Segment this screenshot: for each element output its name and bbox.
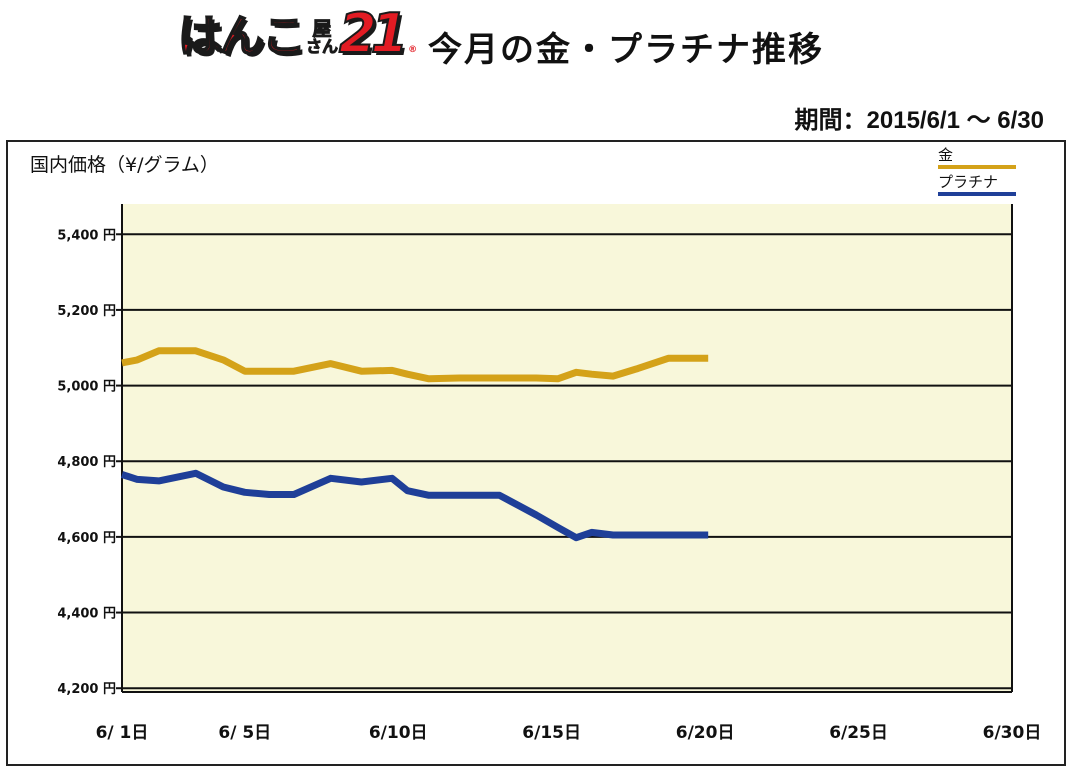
- hanko-ya-san-21-logo: はんこ 屋 さん 21 ®: [177, 2, 418, 65]
- page-title: 今月の金・プラチナ推移: [428, 30, 824, 70]
- chart-legend: 金 プラチナ: [938, 146, 1018, 200]
- legend-label-platinum: プラチナ: [938, 173, 999, 191]
- x-tick-label: 6/ 1日: [96, 723, 149, 743]
- y-tick-label: 5,000 円: [57, 380, 116, 395]
- x-tick-label: 6/30日: [983, 723, 1042, 743]
- logo-kana: はんこ: [177, 10, 307, 62]
- logo-ya-san: 屋 さん: [305, 17, 339, 56]
- logo-san: さん: [305, 36, 339, 56]
- y-tick-label: 4,600 円: [57, 531, 116, 546]
- series-lines: [120, 347, 709, 542]
- gold-price-line: [121, 347, 709, 383]
- x-tick-labels: 6/ 1日 6/ 5日 6/10日 6/15日 6/20日 6/25日 6/30日: [96, 723, 1042, 743]
- period-label: 期間：2015/6/1 〜 6/30: [794, 107, 1044, 134]
- registered-mark: ®: [408, 44, 418, 55]
- chart-frame: [6, 140, 1066, 766]
- legend-label-gold: 金: [938, 146, 954, 164]
- y-tick-labels: 4,200 円 4,400 円 4,600 円 4,800 円 5,000 円 5,200…: [57, 228, 116, 697]
- logo-number: 21: [338, 2, 409, 65]
- legend-swatch-platinum: [938, 192, 1016, 196]
- x-tick-label: 6/ 5日: [218, 723, 271, 743]
- plot-area: [122, 204, 1012, 692]
- y-tick-label: 4,200 円: [57, 682, 116, 697]
- x-tick-label: 6/15日: [522, 723, 581, 743]
- y-axis-label: 国内価格（¥/グラム）: [30, 154, 219, 176]
- grid-lines: [116, 204, 1013, 693]
- x-tick-label: 6/20日: [676, 723, 735, 743]
- y-tick-label: 4,400 円: [57, 607, 116, 622]
- x-tick-label: 6/25日: [829, 723, 888, 743]
- y-tick-label: 5,400 円: [57, 228, 116, 243]
- x-tick-label: 6/10日: [369, 723, 428, 743]
- platinum-price-line: [120, 469, 709, 542]
- y-tick-label: 5,200 円: [57, 304, 116, 319]
- legend-swatch-gold: [938, 165, 1016, 169]
- logo-ya: 屋: [312, 17, 332, 40]
- y-tick-label: 4,800 円: [57, 455, 116, 470]
